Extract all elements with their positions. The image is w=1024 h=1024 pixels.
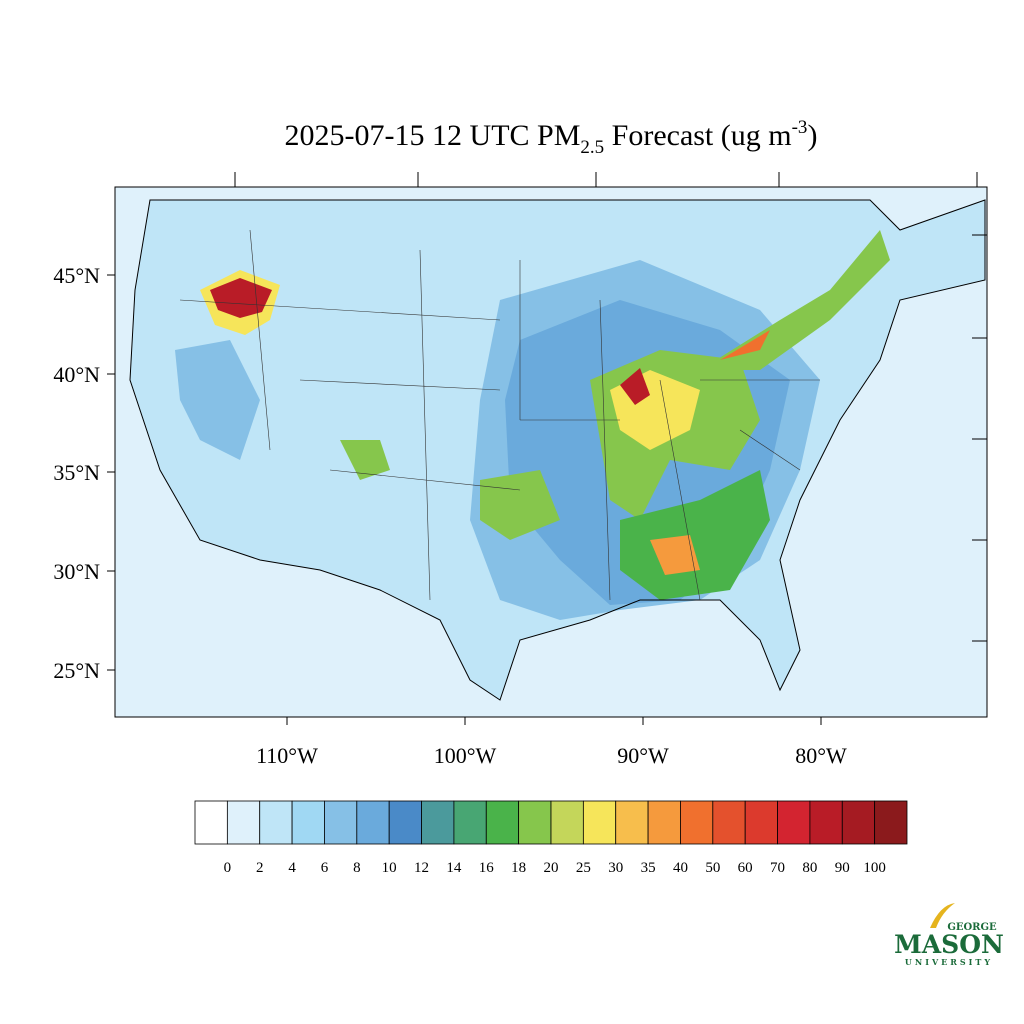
plume xyxy=(620,470,770,600)
colorbar-swatch xyxy=(744,800,778,845)
colorbar-label: 16 xyxy=(479,860,495,876)
title-superscript: -3 xyxy=(792,117,808,138)
colorbar-label: 6 xyxy=(321,860,329,876)
plume xyxy=(480,470,560,540)
colorbar-label: 100 xyxy=(863,860,886,876)
colorbar-label: 18 xyxy=(511,860,526,876)
colorbar-swatch xyxy=(841,800,876,845)
colorbar-label: 8 xyxy=(353,860,361,876)
lon-label: 100°W xyxy=(434,743,497,768)
colorbar-label: 14 xyxy=(446,860,462,876)
axis-labels: 45°N 40°N 35°N 30°N 25°N 110°W 100°W 90°W 80°W xyxy=(53,263,847,768)
colorbar-label: 4 xyxy=(288,860,296,876)
colorbar-label: 70 xyxy=(770,860,785,876)
colorbar-label: 30 xyxy=(608,860,623,876)
map xyxy=(107,172,988,725)
plume xyxy=(700,230,890,370)
colorbar-swatch xyxy=(388,800,422,845)
lat-label: 25°N xyxy=(53,658,100,683)
colorbar-swatch xyxy=(194,800,228,845)
colorbar-label: 80 xyxy=(802,860,817,876)
colorbar-label: 25 xyxy=(576,860,591,876)
logo-main: MASON xyxy=(894,930,1004,959)
coastline xyxy=(129,199,986,701)
ticks xyxy=(107,172,987,725)
logo: GEORGE MASON UNIVERSITY xyxy=(894,903,1004,967)
lon-label: 90°W xyxy=(617,743,669,768)
lat-label: 40°N xyxy=(53,362,100,387)
colorbar-swatch xyxy=(550,800,584,845)
title-text: 2025-07-15 12 UTC PM xyxy=(285,119,581,152)
colorbar-label: 20 xyxy=(544,860,559,876)
colorbar-swatch xyxy=(712,800,746,845)
colorbar-swatch xyxy=(453,800,487,845)
state-borders xyxy=(179,229,820,601)
colorbar-swatch xyxy=(647,800,681,845)
colorbar-swatch xyxy=(259,800,293,845)
logo-bottom: UNIVERSITY xyxy=(905,957,993,967)
plume xyxy=(620,368,650,405)
colorbar-swatch xyxy=(809,800,843,845)
colorbar-swatch xyxy=(777,800,811,845)
lat-label: 35°N xyxy=(53,460,100,485)
colorbar-label: 90 xyxy=(835,860,850,876)
colorbar-swatch xyxy=(874,800,908,845)
title-text: ) xyxy=(807,119,817,152)
colorbar-label: 0 xyxy=(224,860,232,876)
colorbar-label: 60 xyxy=(738,860,753,876)
logo-mark xyxy=(930,903,955,928)
title-text: Forecast (ug m xyxy=(604,119,791,152)
logo-top: GEORGE xyxy=(947,922,997,933)
colorbar-label: 40 xyxy=(673,860,688,876)
lon-label: 80°W xyxy=(795,743,847,768)
colorbar-label: 35 xyxy=(641,860,656,876)
lon-label: 110°W xyxy=(256,743,318,768)
colorbar-swatch xyxy=(485,800,520,845)
colorbar-swatch xyxy=(582,800,617,845)
colorbar-swatch xyxy=(615,800,649,845)
colorbar-label: 10 xyxy=(382,860,397,876)
colorbar-swatch xyxy=(291,800,325,845)
lat-label: 30°N xyxy=(53,559,100,584)
colorbar-swatch xyxy=(324,800,358,845)
plume xyxy=(650,535,700,575)
colorbar-swatch xyxy=(680,800,714,845)
lat-label: 45°N xyxy=(53,263,100,288)
colorbar-swatch xyxy=(226,800,261,845)
title: 2025-07-15 12 UTC PM2.5 Forecast (ug m-3… xyxy=(285,117,818,158)
map-frame xyxy=(114,186,988,718)
plume xyxy=(720,330,770,360)
colorbar-swatch xyxy=(421,800,455,845)
colorbar-swatch xyxy=(518,800,552,845)
plume xyxy=(210,278,272,318)
colorbar-label: 50 xyxy=(705,860,720,876)
plume xyxy=(175,340,260,460)
colorbar: 0 2 4 6 8 10 12 14 16 18 20 25 30 35 40 50 60 70 80 90 100 xyxy=(194,800,908,876)
title-subscript: 2.5 xyxy=(580,137,604,158)
colorbar-label: 2 xyxy=(256,860,264,876)
colorbar-label: 12 xyxy=(414,860,429,876)
colorbar-swatch xyxy=(356,800,390,845)
plume xyxy=(340,440,390,480)
